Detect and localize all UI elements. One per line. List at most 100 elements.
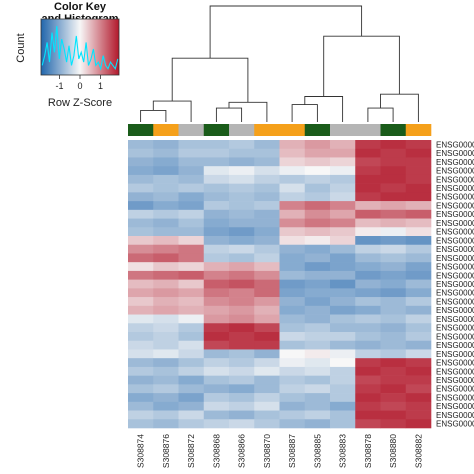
heatmap-cell	[355, 140, 381, 150]
heatmap-cell	[178, 410, 205, 420]
heatmap-cell	[355, 358, 381, 368]
heatmap-cell	[254, 253, 280, 263]
heatmap-cell	[153, 305, 179, 315]
heatmap-cell	[355, 340, 381, 350]
heatmap-cell	[330, 419, 356, 429]
heatmap-cell	[203, 375, 230, 385]
heatmap-cell	[203, 253, 230, 263]
heatmap-cell	[254, 192, 280, 202]
heatmap-cell	[203, 349, 230, 359]
heatmap-cell	[304, 314, 331, 324]
column-label: S308883	[338, 434, 348, 468]
heatmap-cell	[405, 288, 432, 298]
heatmap-cell	[330, 375, 356, 385]
heatmap-cell	[405, 227, 432, 237]
dendrogram-branch	[367, 107, 394, 122]
heatmap-cell	[405, 340, 432, 350]
heatmap-cell	[405, 419, 432, 429]
column-label: S308880	[388, 434, 398, 468]
row-label: ENSG00000	[436, 350, 474, 359]
column-group-cell	[128, 124, 154, 136]
row-label: ENSG00000	[436, 149, 474, 158]
heatmap-cell	[153, 279, 179, 289]
heatmap-cell	[330, 384, 356, 394]
heatmap-cell	[128, 314, 154, 324]
row-label: ENSG00000	[436, 167, 474, 176]
heatmap-cell	[153, 218, 179, 228]
column-label: S308885	[312, 434, 322, 468]
heatmap-cell	[178, 419, 205, 429]
heatmap-cell	[380, 236, 407, 246]
row-label: ENSG00000	[436, 402, 474, 411]
column-group-bar	[128, 124, 432, 136]
heatmap-cell	[153, 288, 179, 298]
heatmap-cell	[355, 201, 381, 211]
heatmap-cell	[304, 183, 331, 193]
heatmap-cell	[405, 174, 432, 184]
heatmap-cell	[128, 174, 154, 184]
heatmap-cell	[330, 393, 356, 403]
heatmap-cell	[330, 401, 356, 411]
heatmap-cell	[203, 297, 230, 307]
heatmap-cell	[254, 410, 280, 420]
heatmap-cell	[178, 323, 205, 333]
row-label: ENSG00000	[436, 263, 474, 272]
heatmap-cell	[229, 253, 255, 263]
heatmap-cell	[203, 236, 230, 246]
column-label: S308870	[262, 434, 272, 468]
heatmap-cell	[203, 209, 230, 219]
heatmap-cell	[178, 270, 205, 280]
heatmap-cell	[279, 183, 306, 193]
heatmap-cell	[128, 227, 154, 237]
heatmap-cell	[254, 157, 280, 167]
row-label: ENSG00000	[436, 210, 474, 219]
heatmap-cell	[405, 323, 432, 333]
heatmap-cell	[330, 262, 356, 272]
heatmap-cell	[178, 183, 205, 193]
heatmap-cell	[330, 332, 356, 342]
heatmap-cell	[380, 410, 407, 420]
column-group-cell	[304, 124, 331, 136]
heatmap-cell	[128, 366, 154, 376]
heatmap-cell	[330, 236, 356, 246]
heatmap-cell	[153, 253, 179, 263]
heatmap-cell	[405, 393, 432, 403]
heatmap-cell	[229, 288, 255, 298]
heatmap-cell	[153, 393, 179, 403]
heatmap-cell	[279, 297, 306, 307]
heatmap-cell	[279, 410, 306, 420]
heatmap-cell	[330, 349, 356, 359]
heatmap-cell	[355, 305, 381, 315]
heatmap-cell	[128, 323, 154, 333]
heatmap-cell	[355, 279, 381, 289]
heatmap-cell	[304, 140, 331, 150]
heatmap-cell	[380, 297, 407, 307]
heatmap-cell	[279, 227, 306, 237]
column-dendrogram	[140, 5, 419, 122]
heatmap-cell	[304, 305, 331, 315]
color-key-title: Color Key	[54, 1, 107, 13]
heatmap-cell	[153, 384, 179, 394]
dendrogram-branch	[209, 5, 363, 59]
heatmap-cell	[304, 157, 331, 167]
heatmap-cell	[229, 393, 255, 403]
column-group-cell	[279, 124, 306, 136]
heatmap-cell	[405, 183, 432, 193]
heatmap-cell	[229, 174, 255, 184]
row-label: ENSG00000	[436, 376, 474, 385]
heatmap-cell	[254, 174, 280, 184]
heatmap-cell	[229, 218, 255, 228]
heatmap-cell	[178, 244, 205, 254]
heatmap-cell	[330, 340, 356, 350]
heatmap-cell	[330, 366, 356, 376]
heatmap-cell	[128, 270, 154, 280]
heatmap-cell	[355, 183, 381, 193]
heatmap-cell	[203, 270, 230, 280]
dendrogram-branch	[171, 57, 249, 103]
heatmap-cell	[229, 305, 255, 315]
heatmap-cell	[304, 253, 331, 263]
heatmap-cell	[153, 419, 179, 429]
heatmap-cell	[304, 297, 331, 307]
heatmap-cell	[153, 166, 179, 176]
